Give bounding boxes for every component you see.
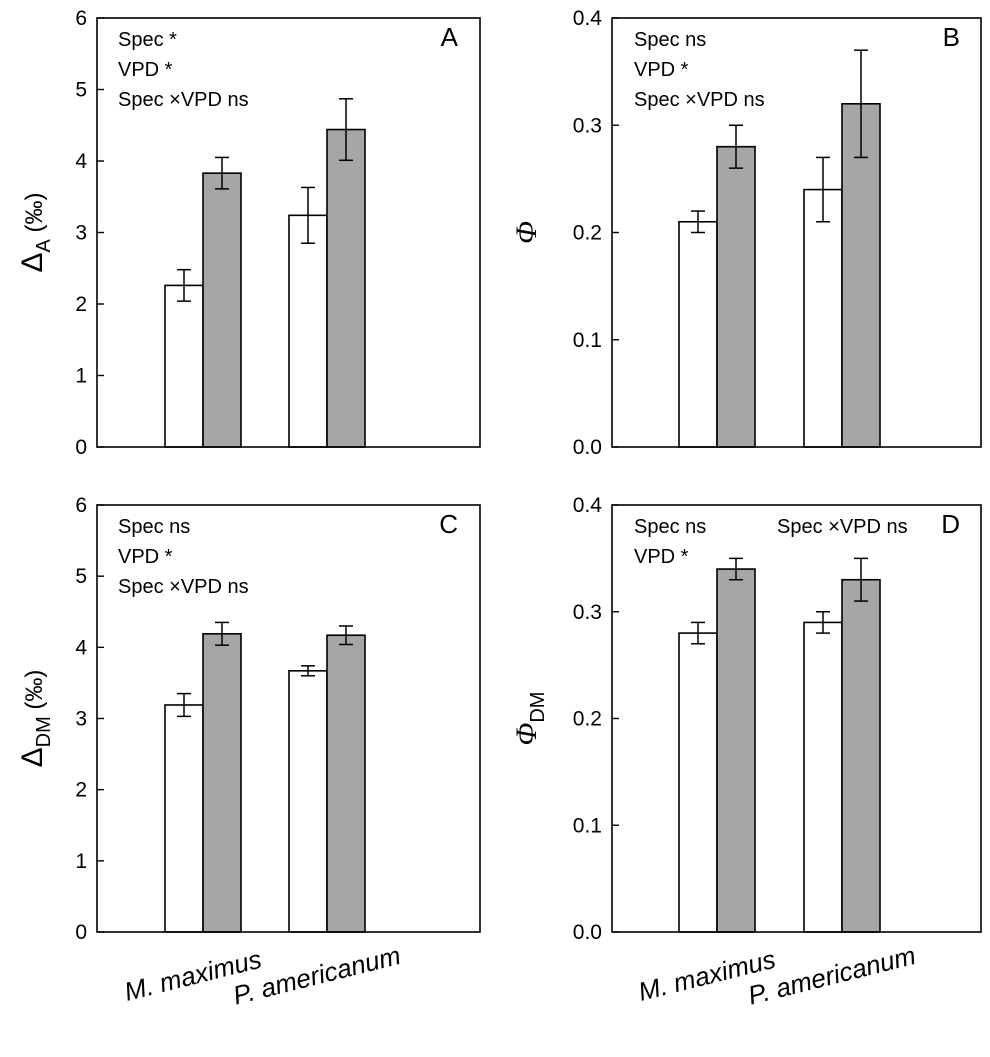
y-tick-label: 0 [75, 436, 87, 459]
bar [678, 632, 718, 933]
stats-annotation: Spec ns [634, 29, 706, 51]
y-tick-label: 4 [75, 636, 87, 659]
chart-panel-b: 0.0 0.1 0.2 0.3 0.4 Spec ns VPD * Spec ×VPD ns B… [510, 7, 982, 459]
y-tick-label: 0.4 [573, 494, 603, 517]
y-axis-label-subscript: DM [527, 692, 549, 723]
y-axis-label: Φ [510, 221, 543, 244]
y-axis-label: ΦDM [510, 692, 549, 746]
y-tick-label: 6 [75, 7, 87, 30]
y-tick-label: 0.1 [573, 329, 602, 352]
bar [288, 670, 328, 933]
bar [716, 568, 756, 933]
bar [678, 220, 718, 448]
bar [326, 634, 366, 933]
bar [202, 172, 242, 448]
stats-annotation: Spec ns [634, 516, 706, 538]
chart-panel-d: 0.0 0.1 0.2 0.3 0.4 Spec ns VPD * Spec ×VPD ns D… [510, 494, 982, 1011]
panel-letter: A [441, 22, 459, 52]
stats-annotation: Spec ×VPD ns [118, 89, 249, 111]
stats-annotation: VPD * [118, 59, 173, 81]
y-tick-label: 3 [75, 222, 87, 245]
y-axis-label-symbol: Δ [16, 252, 49, 272]
bar [326, 128, 366, 448]
panel-letter: D [941, 509, 960, 539]
bar [803, 621, 843, 933]
y-axis-label-symbol: Δ [16, 747, 49, 767]
bar [164, 284, 204, 448]
y-tick-label: 1 [75, 850, 87, 873]
plot-frame [611, 17, 982, 448]
y-axis-label-subscript: DM [33, 716, 55, 747]
bar [288, 214, 328, 448]
y-axis-label-subscript: A [33, 238, 55, 252]
stats-annotation: VPD * [118, 546, 173, 568]
stats-annotation: Spec ×VPD ns [118, 576, 249, 598]
y-tick-label: 0.0 [573, 921, 602, 944]
y-tick-label: 1 [75, 365, 87, 388]
y-tick-label: 0.2 [573, 222, 602, 245]
y-tick-label: 4 [75, 150, 87, 173]
y-tick-label: 0.3 [573, 114, 602, 137]
bar [841, 578, 881, 933]
y-axis-label: ΔDM (‰) [16, 670, 55, 768]
y-tick-label: 3 [75, 708, 87, 731]
bar [202, 633, 242, 933]
y-axis-label-unit: (‰) [21, 670, 48, 717]
panel-letter: C [439, 509, 458, 539]
y-tick-label: 0 [75, 921, 87, 944]
bar [716, 145, 756, 448]
y-tick-label: 0.0 [573, 436, 602, 459]
y-tick-label: 5 [75, 565, 87, 588]
y-axis-label-symbol: Φ [510, 221, 543, 244]
y-tick-label: 2 [75, 779, 87, 802]
panel-letter: B [943, 22, 960, 52]
y-tick-label: 0.2 [573, 708, 602, 731]
y-tick-label: 0.1 [573, 814, 602, 837]
bar [164, 704, 204, 933]
y-tick-label: 0.3 [573, 601, 602, 624]
y-tick-label: 5 [75, 79, 87, 102]
y-axis-label-symbol: Φ [510, 722, 543, 745]
y-tick-label: 0.4 [573, 7, 603, 30]
stats-annotation: Spec ×VPD ns [634, 89, 765, 111]
stats-annotation: Spec ×VPD ns [777, 516, 908, 538]
stats-annotation: Spec ns [118, 516, 190, 538]
y-tick-label: 6 [75, 494, 87, 517]
y-axis-label-unit: (‰) [21, 192, 48, 239]
plot-frame [611, 504, 982, 933]
bar [803, 188, 843, 448]
stats-annotation: VPD * [634, 546, 689, 568]
y-axis-label: ΔA (‰) [16, 192, 55, 272]
stats-annotation: VPD * [634, 59, 689, 81]
stats-annotation: Spec * [118, 29, 177, 51]
y-tick-label: 2 [75, 293, 87, 316]
